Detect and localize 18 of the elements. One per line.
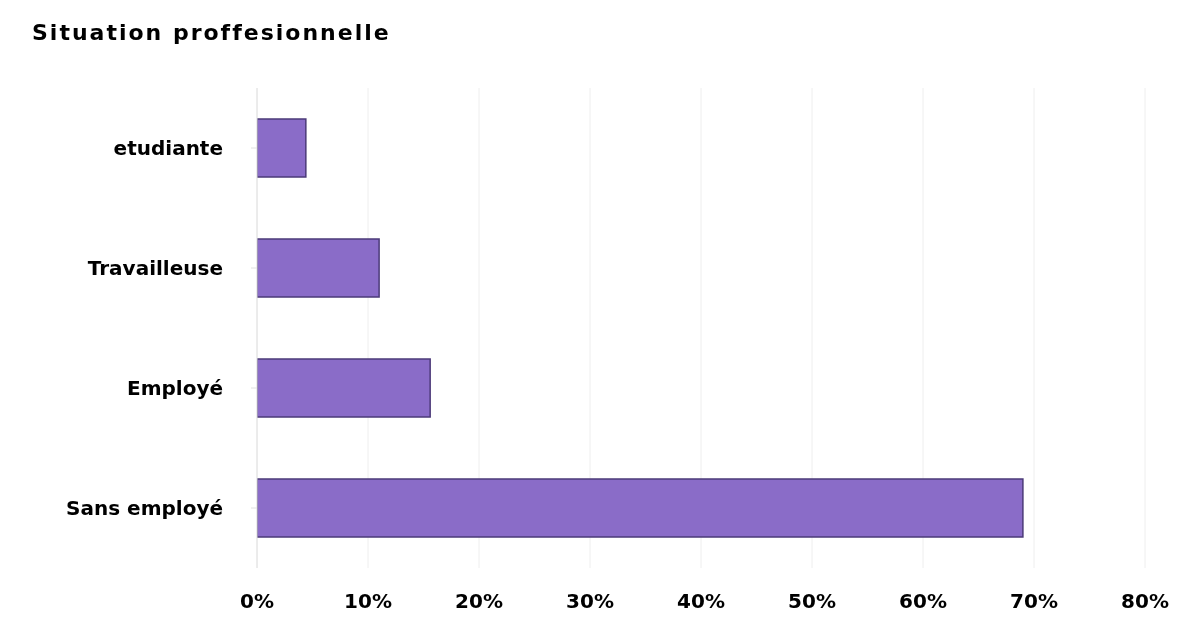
y-tick-label: Sans employé bbox=[66, 496, 223, 521]
y-tick-label: etudiante bbox=[113, 136, 223, 161]
x-tick-label: 80% bbox=[1121, 589, 1169, 614]
x-tick-label: 10% bbox=[344, 589, 392, 614]
x-tick-label: 60% bbox=[899, 589, 947, 614]
x-tick-label: 20% bbox=[455, 589, 503, 614]
y-tick-label: Employé bbox=[126, 376, 223, 401]
bar bbox=[257, 118, 307, 178]
bar bbox=[257, 478, 1024, 538]
x-tick-label: 70% bbox=[1010, 589, 1058, 614]
x-tick-label: 0% bbox=[240, 589, 274, 614]
chart-title: Situation proffesionnelle bbox=[32, 20, 391, 45]
x-tick-label: 40% bbox=[677, 589, 725, 614]
bar bbox=[257, 358, 431, 418]
y-tick-label: Travailleuse bbox=[87, 256, 223, 281]
x-tick-label: 30% bbox=[566, 589, 614, 614]
bar bbox=[257, 238, 380, 298]
x-tick-label: 50% bbox=[788, 589, 836, 614]
